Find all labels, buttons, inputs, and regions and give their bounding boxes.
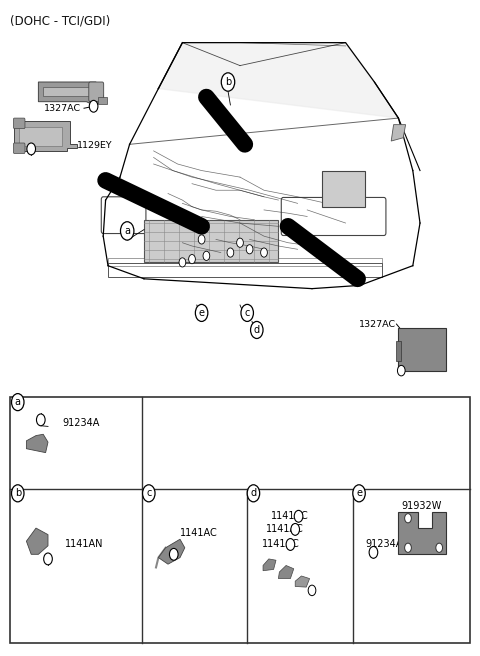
Circle shape [27,143,36,155]
Circle shape [169,548,178,560]
Text: 1141AC: 1141AC [262,539,300,550]
Text: e: e [199,308,204,318]
Circle shape [120,222,134,240]
Polygon shape [158,539,185,564]
Circle shape [436,543,443,552]
Circle shape [203,251,210,260]
Circle shape [369,546,378,558]
Polygon shape [26,528,48,554]
Polygon shape [19,127,62,146]
Polygon shape [14,121,77,151]
Text: 1129EY: 1129EY [77,141,112,150]
Polygon shape [295,576,310,587]
Polygon shape [391,125,406,141]
Circle shape [294,510,303,522]
Text: d: d [254,325,260,335]
Polygon shape [38,82,103,105]
Text: 1327AC: 1327AC [359,319,396,329]
Text: 1141AC: 1141AC [180,527,218,538]
FancyBboxPatch shape [13,143,25,154]
Text: 1141AC: 1141AC [266,524,304,535]
Circle shape [247,485,260,502]
Polygon shape [158,43,398,118]
Circle shape [12,485,24,502]
Circle shape [405,514,411,523]
Circle shape [286,539,295,550]
Text: 1141AC: 1141AC [271,511,309,522]
Circle shape [237,238,243,247]
FancyBboxPatch shape [13,118,25,129]
Circle shape [189,255,195,264]
Polygon shape [398,512,446,554]
Circle shape [397,365,405,376]
Text: 91932W: 91932W [401,501,442,512]
Text: b: b [225,77,231,87]
Text: a: a [15,397,21,407]
Text: a: a [124,226,130,236]
FancyBboxPatch shape [98,97,107,104]
Circle shape [89,100,98,112]
Text: (DOHC - TCI/GDI): (DOHC - TCI/GDI) [10,14,110,28]
FancyBboxPatch shape [398,328,446,371]
Polygon shape [278,565,294,579]
Circle shape [12,394,24,411]
Circle shape [405,543,411,552]
Text: e: e [356,488,362,499]
Circle shape [221,73,235,91]
Text: c: c [244,308,250,318]
FancyBboxPatch shape [322,171,365,207]
FancyBboxPatch shape [89,82,104,102]
Circle shape [198,235,205,244]
Circle shape [241,304,253,321]
Circle shape [36,414,45,426]
Text: 91234A: 91234A [62,418,100,428]
Circle shape [353,485,365,502]
Circle shape [44,553,52,565]
Text: d: d [251,488,256,499]
Text: 1327AC: 1327AC [44,104,81,113]
Polygon shape [263,559,276,571]
Circle shape [195,304,208,321]
Circle shape [143,485,155,502]
Text: c: c [146,488,152,499]
Circle shape [291,523,300,535]
Text: 1141AN: 1141AN [65,539,103,550]
Circle shape [179,258,186,267]
Text: 91234A: 91234A [366,539,403,550]
FancyBboxPatch shape [144,220,278,262]
Circle shape [246,245,253,254]
Circle shape [261,248,267,257]
Circle shape [308,585,316,596]
Polygon shape [26,434,48,453]
FancyBboxPatch shape [396,341,401,361]
Text: b: b [14,488,21,499]
Polygon shape [43,87,91,96]
Circle shape [251,321,263,338]
Circle shape [227,248,234,257]
